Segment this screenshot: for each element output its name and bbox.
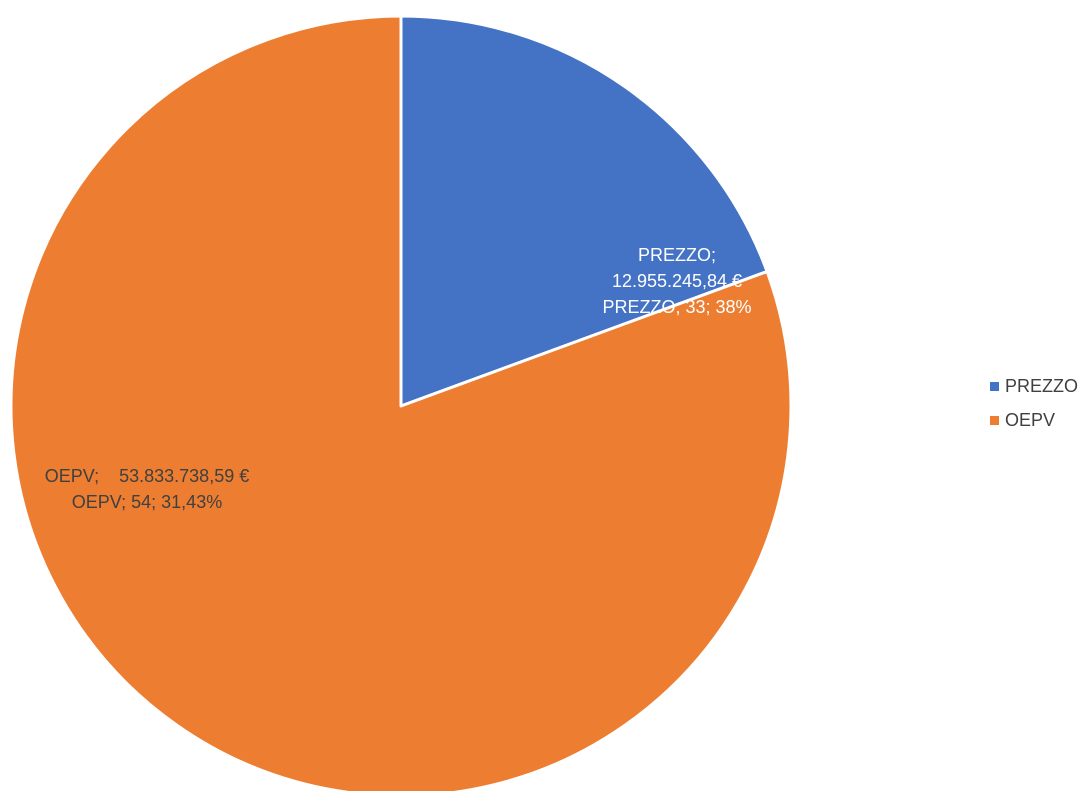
legend-item-oepv: OEPV — [990, 408, 1078, 432]
data-label-line: OEPV; 54; 31,43% — [72, 492, 222, 512]
data-label-oepv: OEPV; 53.833.738,59 € OEPV; 54; 31,43% — [45, 466, 249, 512]
pie-data-labels: PREZZO; 12.955.245,84 € PREZZO; 33; 38% OEP… — [45, 245, 752, 512]
legend-item-prezzo: PREZZO — [990, 374, 1078, 398]
legend-swatch-prezzo — [990, 381, 999, 391]
data-label-line: 12.955.245,84 € — [612, 271, 742, 291]
data-label-line: OEPV; 53.833.738,59 € — [45, 466, 249, 486]
pie-slices — [9, 14, 793, 791]
legend-swatch-oepv — [990, 415, 999, 425]
pie-slice-oepv — [9, 14, 793, 791]
pie-slice-prezzo — [399, 14, 769, 408]
legend-label-oepv: OEPV — [1005, 409, 1056, 430]
data-label-line: PREZZO; — [638, 245, 716, 265]
legend-label-prezzo: PREZZO — [1005, 375, 1079, 396]
data-label-prezzo: PREZZO; 12.955.245,84 € PREZZO; 33; 38% — [602, 245, 751, 317]
chart-legend: PREZZO OEPV — [990, 374, 1078, 442]
data-label-line: PREZZO; 33; 38% — [602, 297, 751, 317]
